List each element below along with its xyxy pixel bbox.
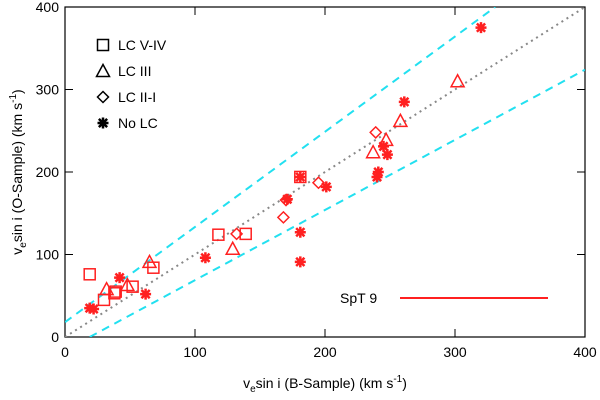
reference-line	[89, 68, 585, 337]
point	[320, 181, 332, 193]
x-tick-label: 100	[183, 344, 207, 360]
x-tick-label: 300	[443, 344, 467, 360]
x-tick-label: 400	[573, 344, 597, 360]
point	[381, 149, 393, 161]
point	[281, 193, 293, 205]
point	[140, 288, 152, 300]
point	[199, 252, 211, 264]
point	[126, 280, 139, 293]
point	[83, 268, 96, 281]
y-tick-label: 400	[36, 0, 60, 15]
legend-marker	[96, 90, 110, 104]
legend-label: LC II-I	[118, 89, 156, 105]
legend-marker	[95, 62, 111, 78]
point	[294, 171, 306, 183]
point	[109, 285, 122, 298]
point	[294, 256, 306, 268]
legend-label: No LC	[118, 115, 158, 131]
point	[475, 22, 487, 34]
point	[230, 227, 244, 241]
point	[371, 171, 383, 183]
point	[449, 73, 466, 88]
point	[114, 272, 126, 284]
point	[311, 176, 326, 190]
legend-marker	[96, 38, 110, 52]
x-tick-label: 0	[61, 344, 69, 360]
point	[398, 96, 410, 108]
reference-line	[65, 7, 585, 337]
point	[108, 287, 121, 300]
y-axis-label: vesin i (O-Sample) (km s-1)	[8, 89, 29, 254]
point	[372, 166, 384, 178]
reference-line	[65, 7, 496, 323]
point	[119, 276, 136, 292]
legend-label: LC III	[118, 63, 151, 79]
y-tick-label: 200	[36, 164, 60, 180]
point	[392, 112, 409, 128]
legend-marker	[97, 117, 109, 129]
x-tick-label: 200	[313, 344, 337, 360]
point	[224, 240, 241, 255]
point	[212, 228, 225, 241]
x-axis-label: vesin i (B-Sample) (km s-1)	[243, 374, 407, 395]
point	[141, 253, 158, 269]
point	[239, 227, 252, 241]
point	[294, 226, 306, 238]
point	[98, 281, 115, 296]
point	[276, 210, 290, 224]
y-tick-label: 100	[36, 247, 60, 263]
legend-label: LC V-IV	[118, 37, 167, 53]
point	[369, 125, 383, 139]
point	[378, 140, 389, 152]
point	[88, 303, 100, 315]
y-tick-label: 0	[51, 329, 59, 345]
annotation: SpT 9	[340, 290, 377, 306]
y-tick-label: 300	[36, 82, 60, 98]
point	[365, 144, 381, 159]
